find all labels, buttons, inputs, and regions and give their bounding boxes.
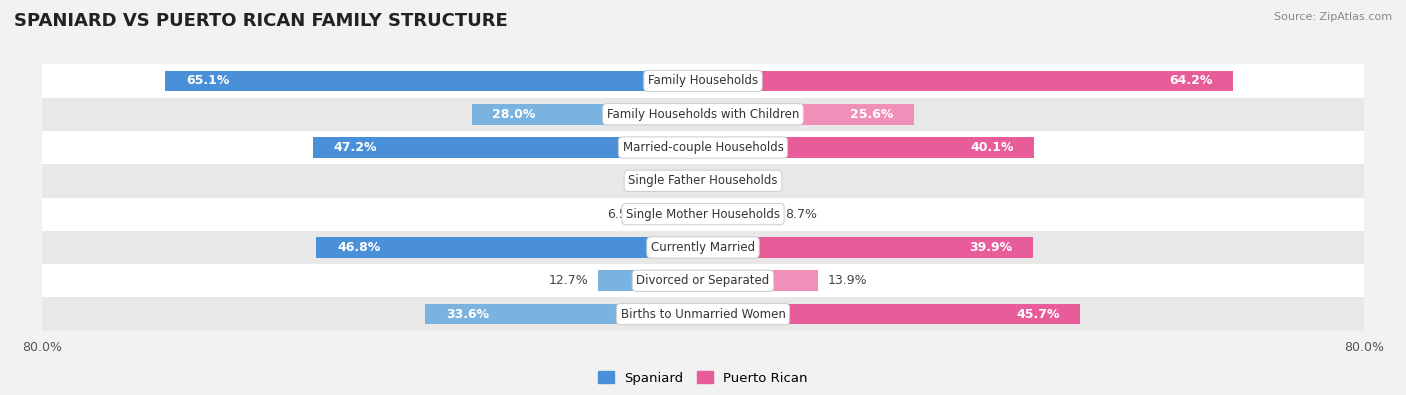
Bar <box>42 297 1364 331</box>
Bar <box>42 231 1364 264</box>
Bar <box>42 131 1364 164</box>
Bar <box>42 264 1364 297</box>
Text: 47.2%: 47.2% <box>333 141 377 154</box>
Text: 64.2%: 64.2% <box>1170 74 1212 87</box>
Bar <box>314 137 703 158</box>
Bar <box>682 171 703 191</box>
Text: Single Mother Households: Single Mother Households <box>626 208 780 221</box>
Text: 39.9%: 39.9% <box>969 241 1012 254</box>
Bar <box>426 304 703 324</box>
Bar <box>703 71 1233 91</box>
Bar <box>598 271 703 291</box>
Text: Divorced or Separated: Divorced or Separated <box>637 274 769 287</box>
Text: 8.7%: 8.7% <box>785 208 817 221</box>
Bar <box>703 104 914 124</box>
Text: Married-couple Households: Married-couple Households <box>623 141 783 154</box>
Text: 6.5%: 6.5% <box>607 208 640 221</box>
Bar <box>703 237 1032 258</box>
Bar <box>42 164 1364 198</box>
Bar <box>471 104 703 124</box>
Text: Family Households: Family Households <box>648 74 758 87</box>
Text: 65.1%: 65.1% <box>186 74 229 87</box>
Legend: Spaniard, Puerto Rican: Spaniard, Puerto Rican <box>593 366 813 390</box>
Text: 13.9%: 13.9% <box>828 274 868 287</box>
Text: 40.1%: 40.1% <box>970 141 1014 154</box>
Bar <box>166 71 703 91</box>
Text: 45.7%: 45.7% <box>1017 308 1060 321</box>
Bar <box>703 171 724 191</box>
Text: Source: ZipAtlas.com: Source: ZipAtlas.com <box>1274 12 1392 22</box>
Text: Currently Married: Currently Married <box>651 241 755 254</box>
Text: 2.6%: 2.6% <box>734 174 766 187</box>
Text: SPANIARD VS PUERTO RICAN FAMILY STRUCTURE: SPANIARD VS PUERTO RICAN FAMILY STRUCTUR… <box>14 12 508 30</box>
Bar <box>703 304 1080 324</box>
Text: 28.0%: 28.0% <box>492 108 536 121</box>
Bar <box>316 237 703 258</box>
Bar <box>703 137 1035 158</box>
Text: 25.6%: 25.6% <box>851 108 894 121</box>
Bar <box>650 204 703 224</box>
Text: 2.5%: 2.5% <box>641 174 672 187</box>
Text: Births to Unmarried Women: Births to Unmarried Women <box>620 308 786 321</box>
Text: 33.6%: 33.6% <box>446 308 489 321</box>
Bar <box>42 98 1364 131</box>
Text: 46.8%: 46.8% <box>337 241 380 254</box>
Bar <box>703 204 775 224</box>
Bar <box>42 198 1364 231</box>
Bar <box>703 271 818 291</box>
Bar <box>42 64 1364 98</box>
Text: 12.7%: 12.7% <box>548 274 588 287</box>
Text: Single Father Households: Single Father Households <box>628 174 778 187</box>
Text: Family Households with Children: Family Households with Children <box>607 108 799 121</box>
